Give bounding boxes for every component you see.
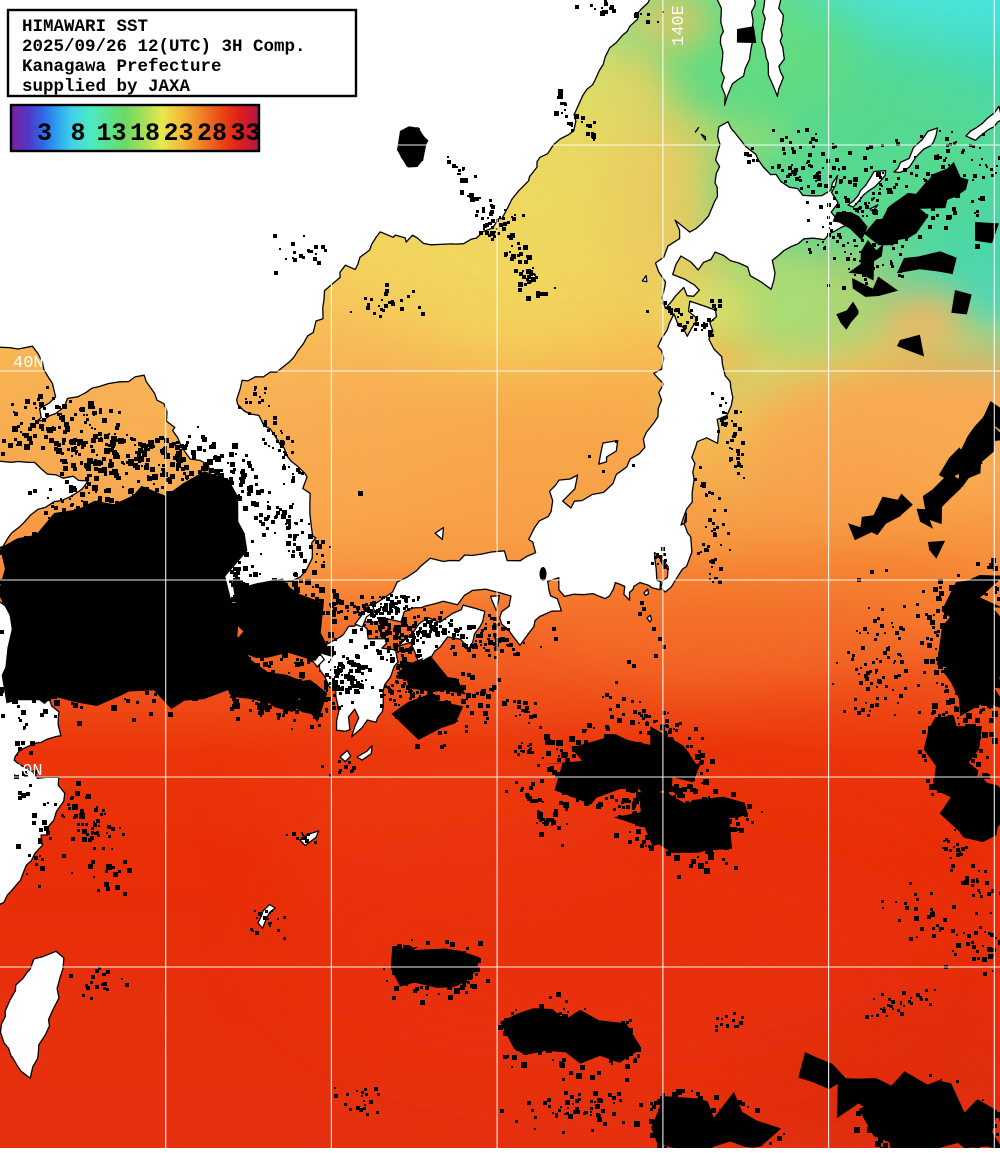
svg-text:30N: 30N (12, 762, 43, 781)
svg-text:28: 28 (197, 119, 227, 148)
svg-text:Kanagawa Prefecture: Kanagawa Prefecture (22, 57, 222, 77)
svg-text:140E: 140E (670, 5, 689, 46)
svg-text:18: 18 (130, 119, 160, 148)
svg-text:8: 8 (70, 119, 85, 148)
svg-text:HIMAWARI SST: HIMAWARI SST (22, 17, 148, 37)
svg-text:40N: 40N (13, 354, 44, 373)
svg-text:3: 3 (37, 119, 52, 148)
svg-text:13: 13 (96, 119, 126, 148)
svg-text:23: 23 (163, 119, 193, 148)
svg-text:supplied by JAXA: supplied by JAXA (22, 77, 191, 97)
svg-text:33: 33 (230, 119, 260, 148)
svg-text:2025/09/26 12(UTC) 3H Comp.: 2025/09/26 12(UTC) 3H Comp. (22, 37, 306, 57)
